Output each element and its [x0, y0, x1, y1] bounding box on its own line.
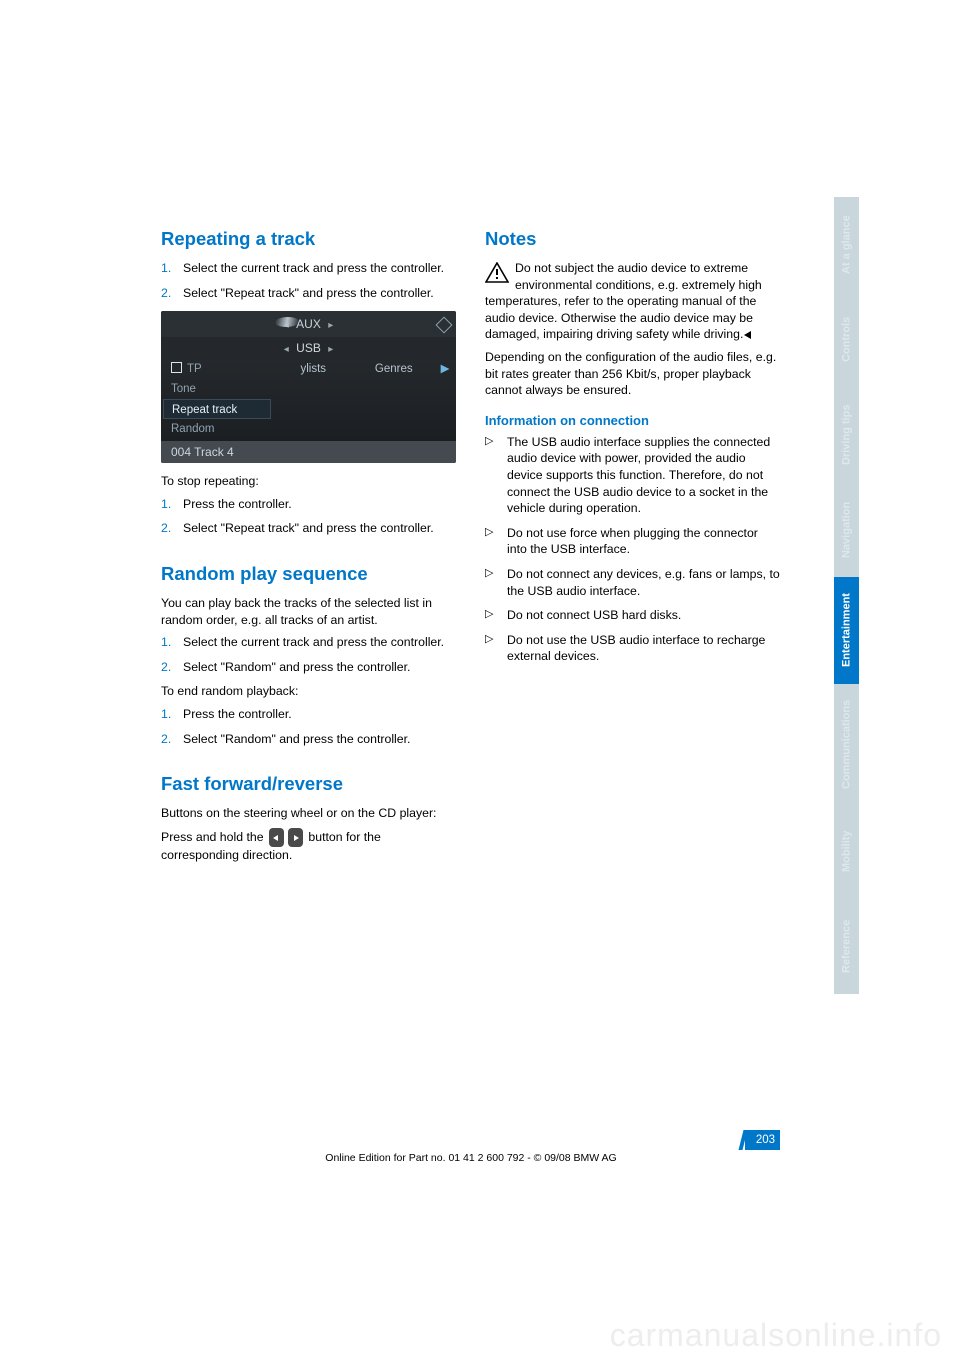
- info-bullets: The USB audio interface supplies the con…: [485, 434, 781, 665]
- side-tab: Reference: [834, 899, 859, 994]
- ss-menu-item: Tone: [161, 379, 273, 399]
- ss-top-label: AUX: [296, 317, 321, 331]
- side-tabs: At a glanceControlsDriving tipsNavigatio…: [834, 197, 859, 994]
- page-content: Repeating a track 1.Select the current t…: [161, 228, 781, 890]
- random-end-label: To end random playback:: [161, 683, 457, 700]
- seek-button-icon: [269, 828, 284, 848]
- list-item: Do not use force when plugging the conne…: [485, 525, 781, 558]
- ss-menu-item: TP: [161, 359, 273, 379]
- chevron-left-icon: ◂: [284, 344, 289, 355]
- seek-button-icon: [288, 828, 303, 848]
- notes-warning-text: Do not subject the audio device to extre…: [485, 261, 762, 341]
- ss-menu: TP Tone Repeat track Random: [161, 359, 273, 439]
- end-marker-icon: [744, 331, 751, 339]
- list-item: 1.Select the current track and press the…: [161, 260, 457, 277]
- idrive-screenshot: ◂ AUX ▸ ◂ USB ▸ TP Tone Repeat track Ran…: [161, 311, 456, 463]
- ss-sub-bar: ◂ USB ▸: [161, 337, 456, 359]
- list-item: 2.Select "Repeat track" and press the co…: [161, 285, 457, 302]
- left-column: Repeating a track 1.Select the current t…: [161, 228, 457, 890]
- section-notes: Notes Do not subject the audio device to…: [485, 228, 781, 665]
- heading-fast: Fast forward/reverse: [161, 773, 457, 795]
- side-tab: Navigation: [834, 482, 859, 577]
- heading-repeating: Repeating a track: [161, 228, 457, 250]
- heading-random: Random play sequence: [161, 563, 457, 585]
- notes-para2: Depending on the configuration of the au…: [485, 349, 781, 399]
- section-fast: Fast forward/reverse Buttons on the stee…: [161, 773, 457, 864]
- fast-line2: Press and hold the button for the corres…: [161, 828, 457, 864]
- ss-menu-item: Random: [161, 419, 273, 439]
- page-number-text: 203: [756, 1130, 775, 1150]
- list-text: Select the current track and press the c…: [183, 261, 444, 275]
- list-item: 1.Press the controller.: [161, 706, 457, 723]
- side-tab: At a glance: [834, 197, 859, 292]
- side-tab: Controls: [834, 292, 859, 387]
- chevron-right-icon: ▸: [328, 320, 333, 331]
- side-tab: Driving tips: [834, 387, 859, 482]
- ss-tabs: ylists Genres ▶: [273, 359, 456, 379]
- watermark: carmanualsonline.info: [610, 1317, 942, 1354]
- notes-warning: Do not subject the audio device to extre…: [485, 260, 781, 343]
- ss-status-bar: 004 Track 4: [161, 441, 456, 463]
- footer-line: Online Edition for Part no. 01 41 2 600 …: [161, 1152, 781, 1164]
- fast-line1: Buttons on the steering wheel or on the …: [161, 805, 457, 822]
- list-text: Select the current track and press the c…: [183, 635, 444, 649]
- ss-sub-label: USB: [296, 341, 321, 355]
- list-text: Select "Random" and press the controller…: [183, 732, 410, 746]
- list-text: Press the controller.: [183, 497, 292, 511]
- random-steps-2: 1.Press the controller. 2.Select "Random…: [161, 706, 457, 747]
- list-item: 2.Select "Repeat track" and press the co…: [161, 520, 457, 537]
- list-item: The USB audio interface supplies the con…: [485, 434, 781, 517]
- ss-tab: ylists: [273, 359, 354, 379]
- random-intro: You can play back the tracks of the sele…: [161, 595, 457, 628]
- page-number: 203: [745, 1130, 780, 1150]
- list-text: Select "Repeat track" and press the cont…: [183, 521, 434, 535]
- list-item: 2.Select "Random" and press the controll…: [161, 659, 457, 676]
- right-column: Notes Do not subject the audio device to…: [485, 228, 781, 691]
- warning-icon: [485, 262, 509, 283]
- list-text: Press the controller.: [183, 707, 292, 721]
- ss-top-bar: ◂ AUX ▸: [161, 311, 456, 337]
- list-item: Do not connect USB hard disks.: [485, 607, 781, 624]
- list-item: Do not connect any devices, e.g. fans or…: [485, 566, 781, 599]
- side-tab: Communications: [834, 684, 859, 804]
- ss-menu-item-selected: Repeat track: [163, 399, 271, 419]
- list-text: Select "Random" and press the controller…: [183, 660, 410, 674]
- side-tab: Entertainment: [834, 577, 859, 684]
- side-tab: Mobility: [834, 804, 859, 899]
- section-repeating: Repeating a track 1.Select the current t…: [161, 228, 457, 537]
- play-icon: ▶: [434, 359, 456, 379]
- list-item: Do not use the USB audio interface to re…: [485, 632, 781, 665]
- repeating-steps-2: 1.Press the controller. 2.Select "Repeat…: [161, 496, 457, 537]
- random-steps-1: 1.Select the current track and press the…: [161, 634, 457, 675]
- heading-notes: Notes: [485, 228, 781, 250]
- subheading-info: Information on connection: [485, 413, 781, 428]
- ss-tab: Genres: [354, 359, 435, 379]
- section-random: Random play sequence You can play back t…: [161, 563, 457, 747]
- repeating-steps-1: 1.Select the current track and press the…: [161, 260, 457, 301]
- list-item: 1.Press the controller.: [161, 496, 457, 513]
- fast-line2-pre: Press and hold the: [161, 830, 267, 844]
- repeating-stop-label: To stop repeating:: [161, 473, 457, 490]
- chevron-right-icon: ▸: [328, 344, 333, 355]
- list-item: 1.Select the current track and press the…: [161, 634, 457, 651]
- list-text: Select "Repeat track" and press the cont…: [183, 286, 434, 300]
- list-item: 2.Select "Random" and press the controll…: [161, 731, 457, 748]
